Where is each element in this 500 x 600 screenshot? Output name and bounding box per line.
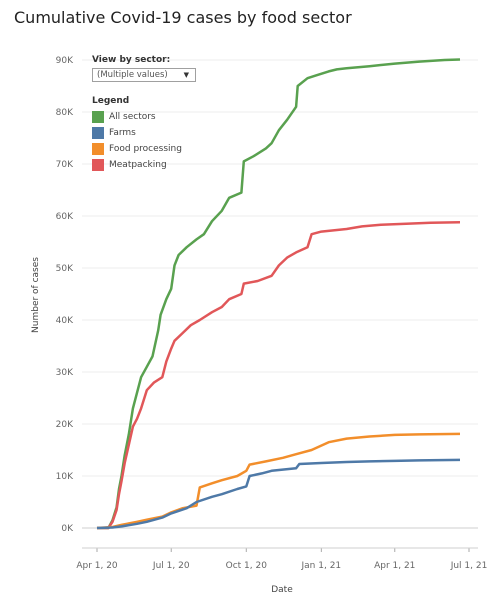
chart-title: Cumulative Covid-19 cases by food sector bbox=[14, 8, 352, 27]
y-tick-label: 70K bbox=[56, 160, 74, 170]
x-tick-label: Jan 1, 21 bbox=[301, 561, 342, 571]
y-tick-label: 50K bbox=[56, 264, 74, 274]
legend-label: Farms bbox=[109, 128, 136, 138]
y-tick-label: 80K bbox=[56, 108, 74, 118]
series-line-meatpacking[interactable] bbox=[97, 220, 461, 530]
legend-label: Food processing bbox=[109, 144, 182, 154]
legend-item[interactable]: All sectors bbox=[92, 109, 182, 125]
sector-filter-dropdown[interactable]: (Multiple values) ▼ bbox=[92, 68, 196, 82]
y-tick-label: 60K bbox=[56, 212, 74, 222]
grid-lines bbox=[82, 59, 478, 529]
sector-filter: View by sector: (Multiple values) ▼ bbox=[92, 55, 196, 82]
legend-swatch bbox=[92, 159, 104, 171]
legend-label: Meatpacking bbox=[109, 160, 167, 170]
series-lines bbox=[96, 58, 461, 530]
x-tick-label: Oct 1, 20 bbox=[226, 561, 268, 571]
x-axis-label: Date bbox=[271, 585, 293, 595]
x-axis-ticks: Apr 1, 20 Jul 1, 20 Oct 1, 20 Jan 1, 21 Apr … bbox=[76, 547, 488, 571]
legend-label: All sectors bbox=[109, 112, 156, 122]
sector-filter-label: View by sector: bbox=[92, 55, 171, 65]
y-tick-label: 0K bbox=[61, 524, 74, 534]
y-axis-label: Number of cases bbox=[31, 257, 41, 333]
y-tick-label: 30K bbox=[56, 368, 74, 378]
y-axis-ticks: 0K 10K 20K 30K 40K 50K 60K 70K 80K 90K bbox=[56, 56, 74, 534]
legend-item[interactable]: Meatpacking bbox=[92, 157, 182, 173]
y-tick-label: 10K bbox=[56, 472, 74, 482]
x-tick-label: Jul 1, 20 bbox=[152, 561, 190, 571]
x-tick-label: Apr 1, 20 bbox=[76, 561, 118, 571]
series-line-all-sectors[interactable] bbox=[97, 58, 461, 530]
x-tick-label: Jul 1, 21 bbox=[450, 561, 488, 571]
sector-filter-value: (Multiple values) bbox=[97, 70, 168, 80]
y-tick-label: 20K bbox=[56, 420, 74, 430]
legend-title: Legend bbox=[92, 96, 130, 106]
legend-item[interactable]: Food processing bbox=[92, 141, 182, 157]
y-tick-label: 90K bbox=[56, 56, 74, 66]
x-tick-label: Apr 1, 21 bbox=[374, 561, 415, 571]
legend-swatch bbox=[92, 111, 104, 123]
series-line-farms[interactable] bbox=[96, 458, 461, 530]
legend-item[interactable]: Farms bbox=[92, 125, 182, 141]
legend-swatch bbox=[92, 143, 104, 155]
chevron-down-icon[interactable]: ▼ bbox=[183, 71, 189, 79]
y-tick-label: 40K bbox=[56, 316, 74, 326]
legend: Legend All sectors Farms Food processing Me… bbox=[92, 96, 182, 173]
legend-swatch bbox=[92, 127, 104, 139]
series-line-food-processing[interactable] bbox=[96, 432, 461, 530]
